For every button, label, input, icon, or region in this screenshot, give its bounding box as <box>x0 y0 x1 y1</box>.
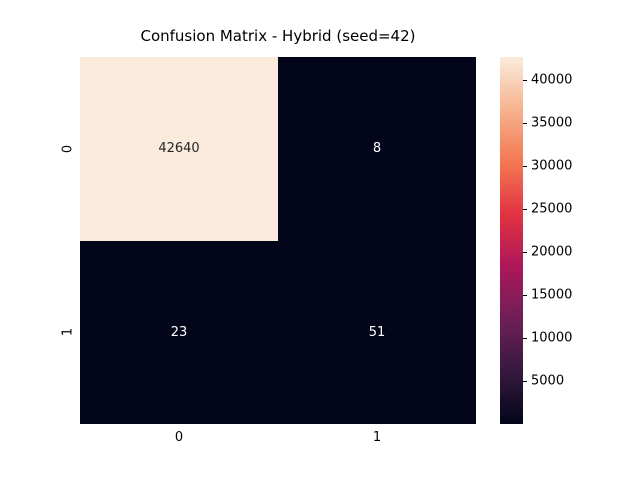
cell-annotation: 23 <box>170 324 188 340</box>
colorbar-tick-label: 15000 <box>531 287 573 303</box>
colorbar-tick-mark <box>523 337 527 339</box>
colorbar-tick-label: 20000 <box>531 244 573 260</box>
colorbar-tick-label: 30000 <box>531 158 573 174</box>
colorbar-tick-mark <box>523 165 527 167</box>
colorbar-tick-label: 10000 <box>531 330 573 346</box>
heatmap-cell-1-1: 51 <box>278 240 476 424</box>
cell-annotation: 8 <box>372 141 382 157</box>
heatmap-cell-0-0: 42640 <box>80 57 278 241</box>
colorbar-tick-mark <box>523 294 527 296</box>
colorbar-tick-mark <box>523 381 527 383</box>
colorbar-tick-label: 35000 <box>531 115 573 131</box>
colorbar-tick-label: 25000 <box>531 201 573 217</box>
y-tick-label-0: 0 <box>60 144 76 153</box>
colorbar-tick-mark <box>523 122 527 124</box>
y-tick-label-1: 1 <box>60 328 76 337</box>
colorbar-tick-label: 40000 <box>531 72 573 88</box>
chart-title: Confusion Matrix - Hybrid (seed=42) <box>140 27 416 45</box>
cell-annotation: 51 <box>368 324 386 340</box>
colorbar-tick-mark <box>523 251 527 253</box>
x-tick-label-1: 1 <box>372 430 382 445</box>
colorbar-tick-mark <box>523 79 527 81</box>
heatmap-cell-1-0: 23 <box>80 240 278 424</box>
colorbar-tick-label: 5000 <box>531 373 565 389</box>
heatmap: 42640 8 23 51 <box>80 57 476 424</box>
heatmap-cell-0-1: 8 <box>278 57 476 241</box>
colorbar-tick-mark <box>523 208 527 210</box>
x-tick-label-0: 0 <box>174 430 184 445</box>
cell-annotation: 42640 <box>158 141 200 157</box>
colorbar <box>500 57 523 424</box>
